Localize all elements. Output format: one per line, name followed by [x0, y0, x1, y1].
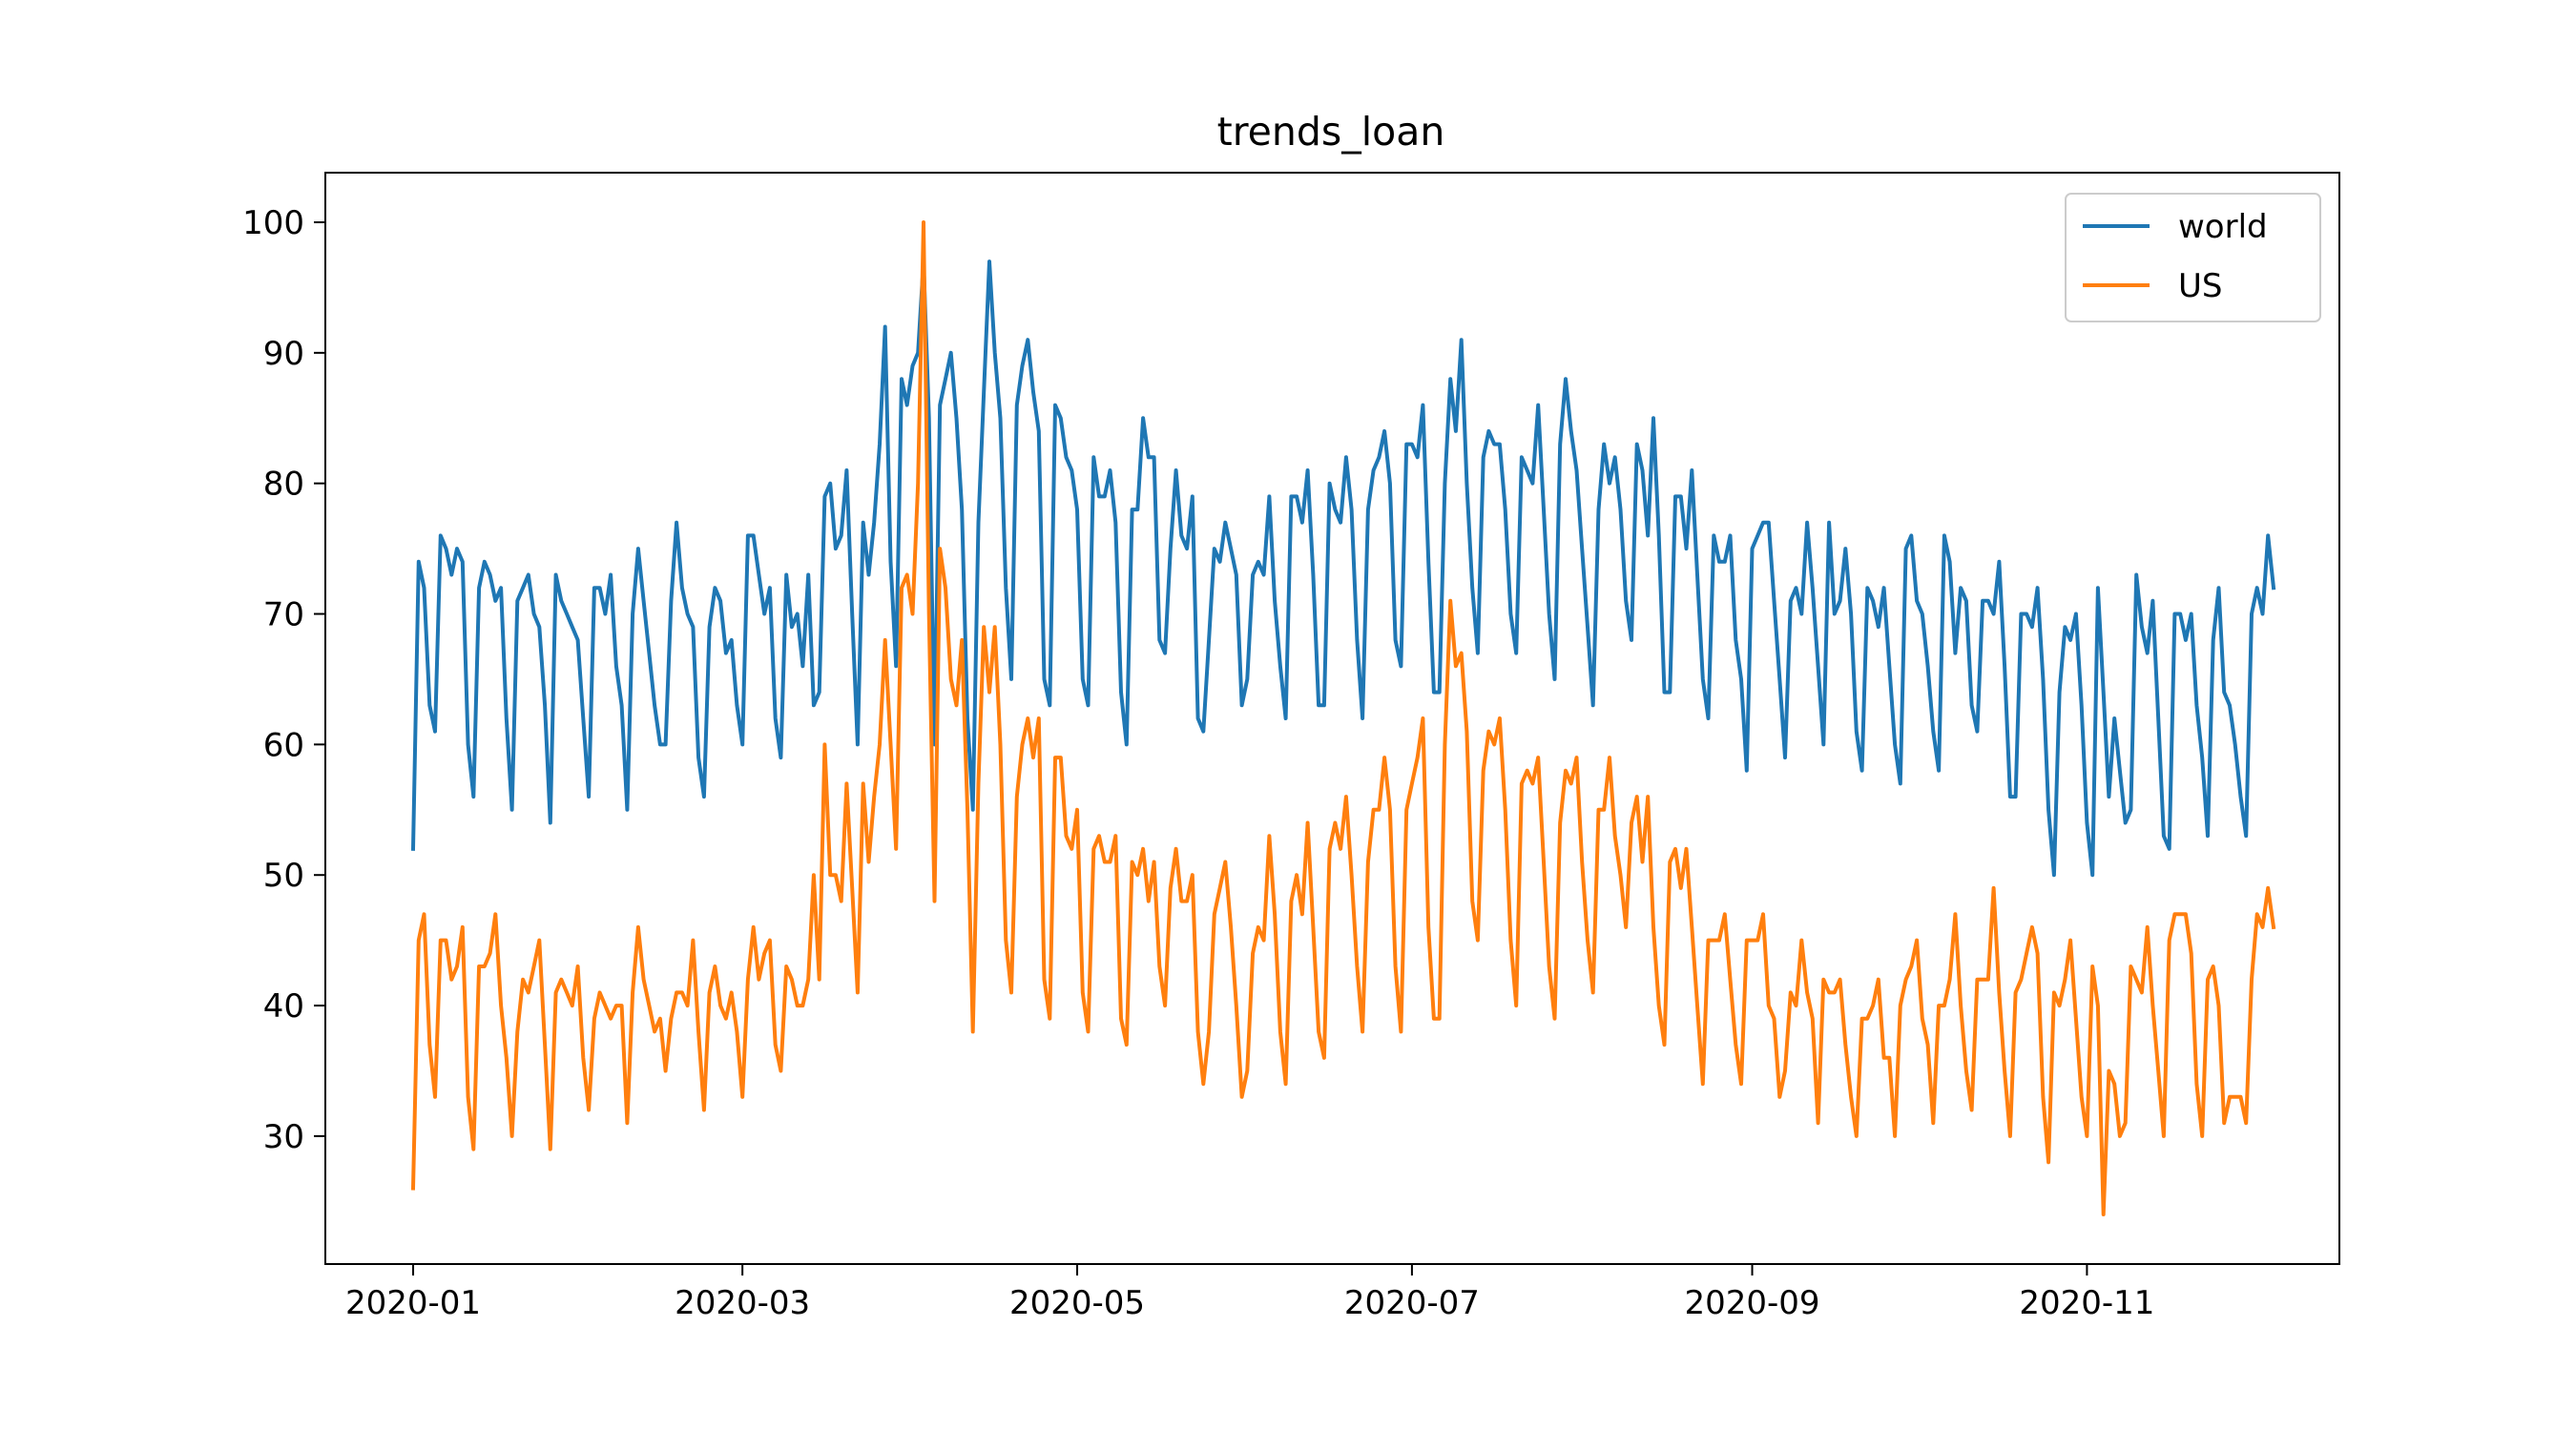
x-tick-label: 2020-09	[1685, 1284, 1820, 1322]
legend-label-world: world	[2178, 208, 2268, 246]
y-tick-label: 50	[263, 857, 304, 895]
y-tick-label: 40	[263, 987, 304, 1026]
y-tick-label: 30	[263, 1118, 304, 1156]
y-tick-label: 60	[263, 726, 304, 764]
y-tick-label: 90	[263, 335, 304, 373]
series-line-us	[410, 220, 2276, 1216]
x-tick-label: 2020-05	[1009, 1284, 1145, 1322]
y-tick-label: 70	[263, 596, 304, 634]
x-tick-label: 2020-07	[1344, 1284, 1480, 1322]
y-axis: 30 40 50 60 70 80 90 100	[242, 204, 325, 1156]
y-tick-label: 80	[263, 466, 304, 504]
y-tick-label: 100	[242, 204, 304, 242]
series-layer	[410, 220, 2276, 1216]
legend-label-us: US	[2178, 267, 2222, 305]
series-line-world	[410, 259, 2276, 878]
chart-title: trends_loan	[1217, 109, 1445, 155]
x-tick-label: 2020-01	[345, 1284, 481, 1322]
x-tick-label: 2020-03	[675, 1284, 810, 1322]
x-axis: 2020-01 2020-03 2020-05 2020-07 2020-09 2020-…	[345, 1264, 2154, 1322]
plot-frame	[324, 172, 2340, 1265]
legend: world US	[2065, 193, 2321, 322]
x-tick-label: 2020-11	[2019, 1284, 2154, 1322]
